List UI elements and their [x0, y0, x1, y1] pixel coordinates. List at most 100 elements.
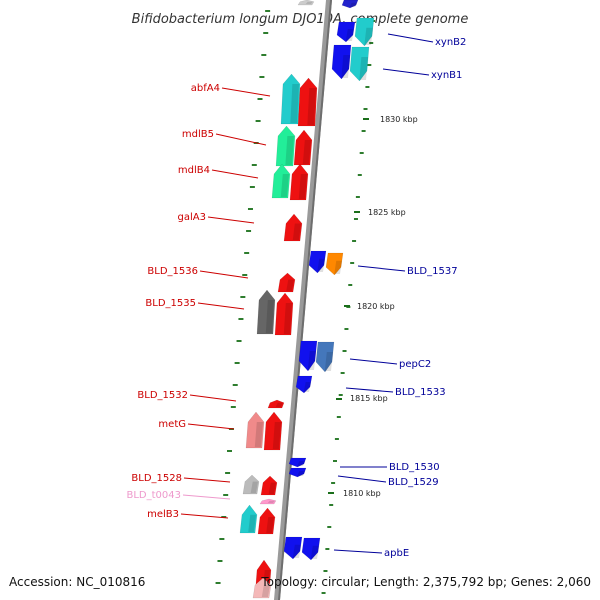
scale-tick-mark — [363, 118, 369, 120]
gene-arrow — [336, 21, 356, 43]
gene-arrow — [252, 577, 272, 599]
gene-arrow-shade — [305, 1, 313, 4]
guide-dot — [261, 54, 267, 56]
guide-dot — [342, 350, 347, 352]
gene-arrow — [331, 44, 352, 80]
scale-tick-label: 1830 kbp — [380, 115, 418, 124]
scale-tick-label: 1825 kbp — [368, 208, 406, 217]
gene-label-BLD_1532[interactable]: BLD_1532 — [137, 390, 188, 401]
label-connector-line — [215, 133, 267, 146]
gene-arrow — [275, 125, 296, 167]
genome-backbone-shadow — [278, 0, 332, 600]
gene-arrow — [354, 17, 375, 47]
gene-arrow-shade — [334, 260, 342, 274]
gene-arrow — [341, 0, 359, 9]
gene-label-mdlB4[interactable]: mdlB4 — [178, 165, 210, 176]
scale-tick-mark — [336, 398, 342, 400]
gene-label-BLD_1530[interactable]: BLD_1530 — [389, 462, 440, 473]
gene-arrow — [242, 474, 260, 495]
label-connector-line — [211, 169, 259, 179]
guide-dot — [323, 570, 328, 572]
gene-label-BLD_t0043[interactable]: BLD_t0043 — [126, 490, 181, 501]
gene-arrow-shade — [364, 27, 373, 45]
gene-arrow-shade — [254, 422, 263, 447]
gene-arrow-shade — [341, 55, 350, 78]
label-connector-line — [189, 394, 237, 402]
gene-arrow-shade — [268, 482, 276, 494]
gene-label-pepC2[interactable]: pepC2 — [399, 359, 431, 370]
guide-dot — [363, 108, 368, 110]
guide-dot — [359, 152, 364, 154]
gene-label-metG[interactable]: metG — [158, 419, 186, 430]
guide-dot — [251, 164, 257, 166]
label-connector-line — [199, 270, 249, 279]
guide-dot — [350, 262, 355, 264]
gene-arrow-shade — [250, 481, 258, 493]
guide-dot — [367, 64, 372, 66]
guide-dot — [255, 120, 261, 122]
gene-arrow — [288, 467, 307, 478]
guide-dot — [223, 494, 229, 496]
gene-arrow-shade — [292, 544, 301, 558]
label-connector-line — [387, 33, 434, 43]
guide-dot — [369, 42, 374, 44]
gene-label-apbE[interactable]: apbE — [384, 548, 409, 559]
gene-arrow-shade — [303, 381, 311, 392]
guide-dot — [333, 460, 337, 462]
guide-dot — [236, 340, 242, 342]
gene-arrow-shade — [286, 279, 294, 291]
guide-dot — [325, 548, 330, 550]
scale-tick-label: 1815 kbp — [350, 394, 388, 403]
guide-dot — [249, 186, 255, 188]
label-connector-line — [337, 475, 387, 483]
gene-label-melB3[interactable]: melB3 — [147, 509, 179, 520]
gene-arrow-shade — [290, 84, 299, 123]
gene-label-BLD_1529[interactable]: BLD_1529 — [388, 477, 439, 488]
gene-arrow — [289, 163, 309, 201]
gene-arrow-shade — [292, 223, 301, 240]
guide-dot — [327, 526, 332, 528]
guide-dot — [217, 560, 223, 562]
gene-arrow-shade — [324, 352, 333, 371]
guide-dot — [265, 10, 271, 12]
gene-label-xynB1[interactable]: xynB1 — [431, 70, 462, 81]
gene-arrow — [283, 213, 303, 242]
guide-dot — [215, 582, 221, 584]
gene-arrow — [256, 289, 276, 335]
guide-dot — [334, 438, 339, 440]
gene-label-BLD_1535[interactable]: BLD_1535 — [145, 298, 196, 309]
gene-label-BLD_1533[interactable]: BLD_1533 — [395, 387, 446, 398]
gene-arrow — [280, 73, 301, 125]
gene-arrow-shade — [307, 88, 316, 125]
guide-dot — [338, 394, 343, 396]
gene-arrow-shade — [317, 258, 325, 272]
guide-dot — [240, 296, 246, 298]
gene-label-BLD_1536[interactable]: BLD_1536 — [147, 266, 198, 277]
gene-label-galA3[interactable]: galA3 — [178, 212, 206, 223]
gene-label-xynB2[interactable]: xynB2 — [435, 37, 466, 48]
gene-features — [239, 0, 375, 599]
gene-arrow — [260, 475, 278, 496]
guide-dot — [336, 416, 341, 418]
label-connector-line — [207, 216, 255, 224]
gene-arrow — [298, 340, 318, 372]
guide-dot — [352, 240, 357, 242]
gene-label-BLD_1528[interactable]: BLD_1528 — [131, 473, 182, 484]
gene-arrow-shade — [265, 300, 274, 333]
guide-dot — [219, 538, 225, 540]
topology-text: Topology: circular; Length: 2,375,792 bp… — [260, 575, 591, 589]
scale-tick-mark — [354, 211, 360, 213]
guide-dot — [227, 450, 232, 452]
gene-arrow-shade — [307, 351, 316, 370]
gene-label-abfA4[interactable]: abfA4 — [191, 83, 220, 94]
label-connector-line — [333, 549, 383, 554]
guide-dot — [234, 362, 240, 364]
gene-label-mdlB5[interactable]: mdlB5 — [182, 129, 214, 140]
label-connector-line — [180, 513, 229, 519]
guide-dot — [221, 516, 227, 518]
guide-dot — [331, 482, 336, 484]
gene-label-BLD_1537[interactable]: BLD_1537 — [407, 266, 458, 277]
label-connector-line — [221, 87, 271, 97]
guide-dot — [247, 208, 253, 210]
